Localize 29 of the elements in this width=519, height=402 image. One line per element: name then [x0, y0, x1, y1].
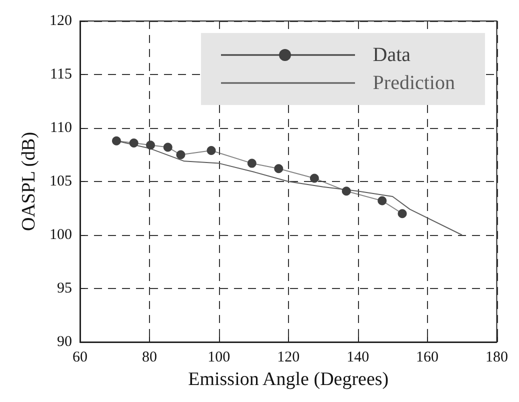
- x-tick-label: 180: [486, 350, 508, 366]
- y-tick-label: 120: [50, 13, 72, 29]
- point: [342, 186, 351, 196]
- point: [146, 140, 155, 150]
- point: [112, 136, 121, 146]
- point: [176, 150, 186, 160]
- x-tick-label: 100: [208, 350, 230, 366]
- point: [163, 142, 172, 152]
- x-tick-label: 60: [72, 350, 88, 366]
- y-axis-title: OASPL (dB): [18, 132, 40, 232]
- y-tick-label: 110: [50, 120, 72, 136]
- x-tick-label: 80: [142, 350, 157, 366]
- point: [398, 209, 407, 218]
- y-tick-label: 95: [57, 280, 72, 296]
- point: [378, 196, 387, 206]
- x-tick-label: 140: [346, 350, 370, 366]
- legend-box: Data Prediction: [200, 33, 485, 105]
- y-tick-label: 105: [50, 174, 72, 190]
- point: [274, 164, 284, 174]
- point: [129, 138, 138, 148]
- x-tick-label: 160: [416, 350, 439, 366]
- point: [310, 174, 319, 183]
- y-tick-label: 90: [57, 334, 72, 350]
- x-axis-title: Emission Angle (Degrees): [188, 369, 389, 390]
- point: [206, 146, 216, 155]
- point: [247, 158, 256, 168]
- x-tick-label: 120: [277, 350, 300, 366]
- y-tick-label: 115: [50, 66, 72, 82]
- y-tick-label: 100: [50, 227, 72, 243]
